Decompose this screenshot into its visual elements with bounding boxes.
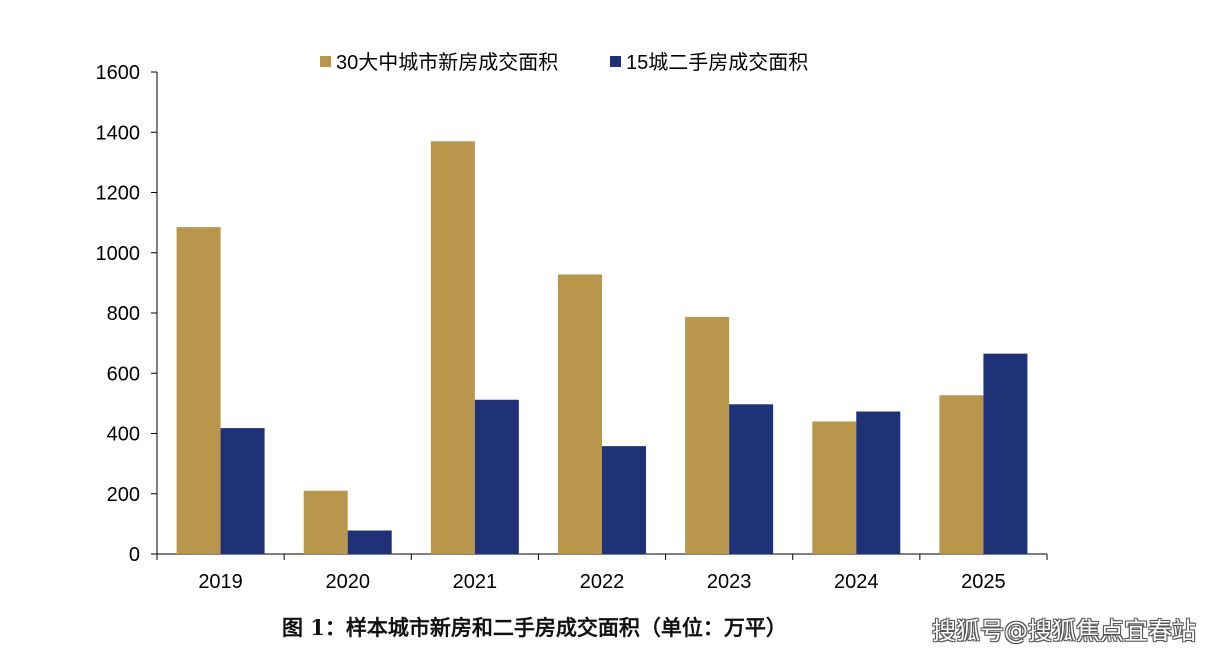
y-tick-label: 400 (107, 424, 140, 446)
y-tick-label: 1400 (96, 122, 141, 144)
bar-series-2-2020 (347, 530, 392, 554)
y-tick-label: 1200 (96, 183, 141, 205)
bar-series-1-2025 (939, 395, 984, 554)
bar-series-1-2019 (176, 227, 221, 555)
bar-series-2-2025 (983, 353, 1028, 554)
x-tick-label: 2020 (325, 571, 370, 593)
x-tick-label: 2021 (453, 571, 498, 593)
x-tick-label: 2022 (580, 571, 625, 593)
legend-label-1: 30大中城市新房成交面积 (336, 51, 558, 74)
x-tick-label: 2023 (707, 571, 752, 593)
bar-series-1-2020 (303, 490, 348, 554)
legend-swatch-1 (320, 56, 331, 67)
y-tick-label: 200 (107, 484, 140, 506)
x-tick-label: 2019 (198, 571, 243, 593)
bar-series-2-2023 (729, 404, 774, 554)
bar-series-1-2022 (558, 274, 602, 554)
legend-swatch-2 (610, 56, 621, 67)
bar-series-1-2023 (685, 316, 730, 554)
y-tick-label: 600 (107, 363, 140, 385)
y-tick-label: 0 (129, 544, 140, 566)
x-tick-label: 2025 (961, 571, 1006, 593)
x-axis: 2019 2020 2021 2022 2023 2024 2025 (156, 553, 1048, 593)
y-tick-label: 800 (107, 303, 140, 325)
bar-series-2-2019 (220, 428, 265, 554)
bar-series-2-2022 (602, 446, 646, 554)
legend-label-2: 15城二手房成交面积 (626, 51, 808, 74)
y-axis: 0 200 400 600 800 1000 1200 1400 1600 (96, 62, 158, 566)
bar-series-1-2021 (430, 141, 475, 554)
y-tick-label: 1600 (96, 62, 141, 84)
bar-series-2-2021 (474, 399, 519, 554)
y-tick-label: 1000 (96, 243, 141, 265)
chart-legend: 30大中城市新房成交面积 15城二手房成交面积 (320, 51, 808, 74)
bar-series-2-2024 (856, 411, 901, 554)
x-tick-label: 2024 (834, 571, 879, 593)
bar-series-1-2024 (812, 421, 857, 554)
bars-group (176, 141, 1028, 555)
figure-caption: 图 1：样本城市新房和二手房成交面积（单位：万平） (282, 615, 787, 640)
watermark-text: 搜狐号@搜狐焦点宜春站 (932, 617, 1196, 645)
